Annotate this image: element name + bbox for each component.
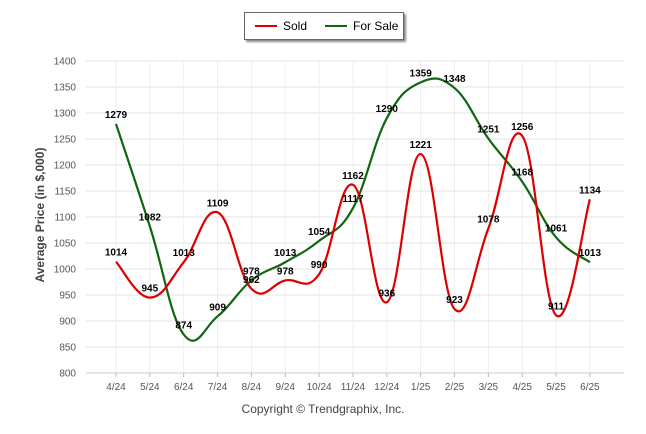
data-label-sold: 945 [142, 284, 159, 295]
y-tick-label: 800 [59, 369, 76, 380]
data-label-for-sale: 1251 [477, 124, 500, 135]
x-tick-label: 12/24 [374, 382, 399, 393]
y-tick-label: 1350 [54, 83, 77, 94]
x-tick-label: 4/24 [106, 382, 126, 393]
data-label-sold: 1109 [207, 198, 229, 209]
data-label-for-sale: 1348 [443, 74, 466, 85]
legend-item-sold[interactable]: Sold [255, 19, 307, 33]
x-tick-label: 4/25 [512, 382, 532, 393]
y-tick-label: 1000 [54, 265, 77, 276]
x-tick-label: 3/25 [479, 382, 499, 393]
data-label-for-sale: 978 [243, 266, 260, 277]
x-tick-label: 11/24 [341, 382, 366, 393]
x-tick-label: 2/25 [445, 382, 465, 393]
data-label-for-sale: 1290 [376, 104, 399, 115]
x-axis-ticks: 4/24 5/24 6/24 7/24 8/24 9/24 10/24 11/24 12/24 1… [106, 382, 600, 393]
series-line-sold [115, 132, 591, 318]
data-label-sold: 1134 [579, 185, 601, 196]
data-label-sold: 911 [548, 301, 565, 312]
data-label-sold: 1078 [477, 214, 500, 225]
data-label-for-sale: 1168 [511, 168, 533, 179]
series-lines [114, 77, 591, 342]
legend-item-for-sale[interactable]: For Sale [325, 19, 398, 33]
legend-swatch-sold [255, 25, 277, 27]
data-label-sold: 1013 [173, 248, 196, 259]
data-label-sold: 923 [446, 295, 463, 306]
series-line-for-sale [114, 77, 591, 342]
x-tick-label: 9/24 [276, 382, 296, 393]
data-label-sold: 1256 [511, 122, 534, 133]
data-label-sold: 978 [277, 266, 294, 277]
data-label-for-sale: 1279 [105, 110, 128, 121]
data-label-sold: 936 [378, 288, 395, 299]
data-label-for-sale: 1013 [579, 248, 602, 259]
data-label-for-sale: 1359 [410, 68, 433, 79]
y-tick-label: 1250 [54, 135, 77, 146]
legend-swatch-for-sale [325, 25, 348, 27]
x-tick-label: 5/24 [140, 382, 160, 393]
data-label-for-sale: 1082 [139, 212, 162, 223]
data-label-sold: 1221 [410, 140, 433, 151]
y-tick-label: 850 [59, 343, 76, 354]
legend-label-sold: Sold [283, 19, 308, 33]
data-label-sold: 1162 [342, 171, 364, 182]
legend-label-for-sale: For Sale [353, 19, 399, 33]
grid-lines [86, 60, 624, 377]
y-axis-ticks: 800 850 900 950 1000 1050 1100 1150 1200 1250 1300… [54, 57, 77, 380]
data-label-sold: 1014 [105, 248, 128, 259]
x-tick-label: 1/25 [411, 382, 431, 393]
data-label-for-sale: 1013 [274, 248, 297, 259]
y-tick-label: 1100 [54, 213, 76, 224]
legend: Sold For Sale [244, 12, 404, 40]
x-tick-label: 8/24 [242, 382, 262, 393]
x-tick-label: 7/24 [208, 382, 228, 393]
data-label-for-sale: 909 [209, 302, 226, 313]
y-tick-label: 1300 [54, 109, 77, 120]
x-tick-label: 5/25 [546, 382, 566, 393]
x-tick-label: 6/25 [580, 382, 600, 393]
y-tick-label: 900 [59, 317, 76, 328]
data-labels: 1014945101311099629789901162936122192310… [105, 68, 602, 331]
y-tick-label: 1200 [54, 161, 77, 172]
data-label-for-sale: 1117 [342, 194, 364, 205]
y-axis-label: Average Price (in $,000) [33, 147, 47, 283]
data-label-for-sale: 1054 [308, 227, 331, 238]
data-label-sold: 990 [311, 260, 328, 271]
data-label-sold: 962 [243, 275, 260, 286]
y-tick-label: 950 [59, 291, 76, 302]
y-tick-label: 1150 [54, 187, 76, 198]
y-tick-label: 1400 [54, 57, 77, 68]
x-tick-label: 10/24 [307, 382, 332, 393]
x-tick-label: 6/24 [174, 382, 194, 393]
copyright-text: Copyright © Trendgraphix, Inc. [241, 402, 405, 416]
data-label-for-sale: 874 [175, 321, 192, 332]
y-tick-label: 1050 [54, 239, 77, 250]
data-label-for-sale: 1061 [545, 223, 568, 234]
